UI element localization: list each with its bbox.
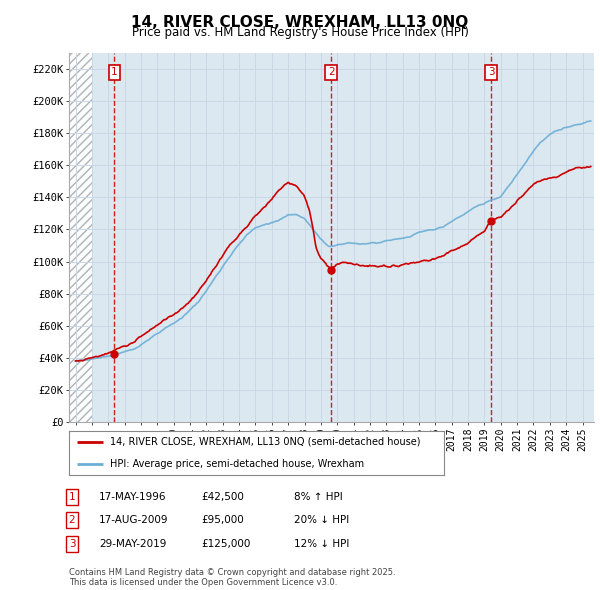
Text: £95,000: £95,000 [201, 516, 244, 525]
Text: 17-MAY-1996: 17-MAY-1996 [99, 492, 167, 502]
Text: 2: 2 [328, 67, 334, 77]
Text: 14, RIVER CLOSE, WREXHAM, LL13 0NQ (semi-detached house): 14, RIVER CLOSE, WREXHAM, LL13 0NQ (semi… [110, 437, 421, 447]
Text: HPI: Average price, semi-detached house, Wrexham: HPI: Average price, semi-detached house,… [110, 459, 364, 469]
Text: 12% ↓ HPI: 12% ↓ HPI [294, 539, 349, 549]
Text: 2: 2 [68, 516, 76, 525]
Text: 3: 3 [68, 539, 76, 549]
Text: 3: 3 [488, 67, 494, 77]
Text: Contains HM Land Registry data © Crown copyright and database right 2025.
This d: Contains HM Land Registry data © Crown c… [69, 568, 395, 587]
Text: 14, RIVER CLOSE, WREXHAM, LL13 0NQ: 14, RIVER CLOSE, WREXHAM, LL13 0NQ [131, 15, 469, 30]
Text: 17-AUG-2009: 17-AUG-2009 [99, 516, 169, 525]
Text: Price paid vs. HM Land Registry's House Price Index (HPI): Price paid vs. HM Land Registry's House … [131, 26, 469, 39]
Text: 1: 1 [68, 492, 76, 502]
Text: 1: 1 [111, 67, 118, 77]
Text: 8% ↑ HPI: 8% ↑ HPI [294, 492, 343, 502]
Text: 29-MAY-2019: 29-MAY-2019 [99, 539, 166, 549]
Text: £42,500: £42,500 [201, 492, 244, 502]
Text: 20% ↓ HPI: 20% ↓ HPI [294, 516, 349, 525]
Text: £125,000: £125,000 [201, 539, 250, 549]
Bar [69, 53, 92, 422]
